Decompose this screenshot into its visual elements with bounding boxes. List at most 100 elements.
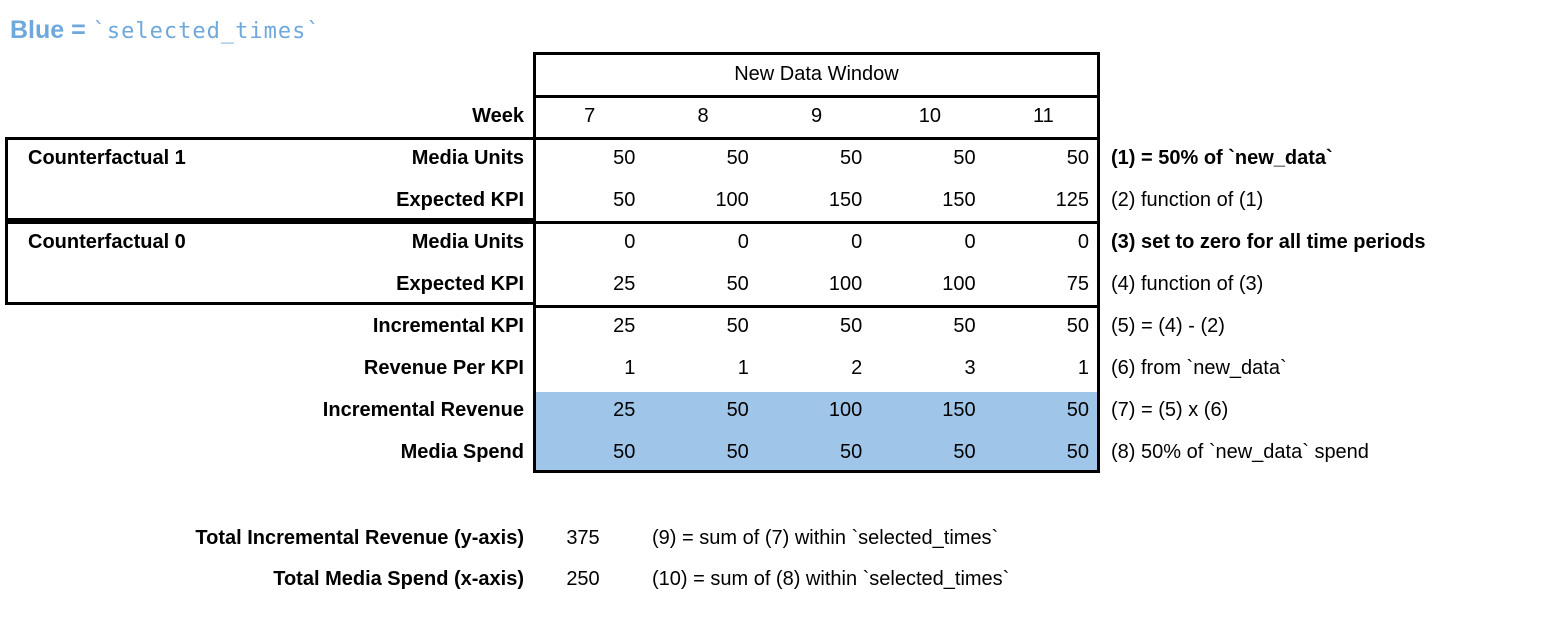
table-row: Revenue Per KPI 1 1 2 3 1 (6) from `new_… bbox=[0, 347, 1544, 389]
cell-value: 50 bbox=[726, 399, 749, 421]
table-row: Media Units 0 0 0 0 0 (3) set to zero fo… bbox=[0, 221, 1544, 263]
week-value: 7 bbox=[584, 105, 596, 127]
row-values: 50 50 50 50 50 bbox=[533, 137, 1100, 179]
week-value: 11 bbox=[1032, 105, 1054, 127]
cell-value: 50 bbox=[613, 441, 636, 463]
total-label: Total Incremental Revenue (y-axis) bbox=[195, 527, 524, 549]
table-line-below-group2 bbox=[533, 305, 1100, 308]
cell-value: 0 bbox=[851, 231, 863, 253]
total-annotation: (10) = sum of (8) within `selected_times… bbox=[652, 568, 1010, 590]
total-incremental-revenue-row: Total Incremental Revenue (y-axis) 375 (… bbox=[0, 517, 1544, 559]
cell-value: 150 bbox=[828, 189, 863, 211]
row-label: Media Units bbox=[411, 231, 524, 253]
table-row-highlighted: Media Spend 50 50 50 50 50 (8) 50% of `n… bbox=[0, 431, 1544, 473]
cell-value: 50 bbox=[1066, 147, 1090, 169]
cell-value: 3 bbox=[964, 357, 976, 379]
cell-value: 50 bbox=[839, 147, 863, 169]
cell-value: 50 bbox=[613, 189, 636, 211]
cell-value: 50 bbox=[839, 315, 863, 337]
cell-value: 50 bbox=[953, 147, 976, 169]
row-label: Revenue Per KPI bbox=[363, 357, 524, 379]
cell-value: 25 bbox=[613, 399, 636, 421]
total-media-spend-row: Total Media Spend (x-axis) 250 (10) = su… bbox=[0, 558, 1544, 600]
table-line-below-week bbox=[533, 137, 1100, 140]
total-annotation: (9) = sum of (7) within `selected_times` bbox=[652, 527, 999, 549]
cell-value: 50 bbox=[726, 147, 749, 169]
cell-value: 50 bbox=[953, 315, 976, 337]
cell-value: 50 bbox=[613, 147, 636, 169]
row-annotation: (3) set to zero for all time periods bbox=[1111, 231, 1426, 253]
cell-value: 1 bbox=[624, 357, 636, 379]
cell-value: 0 bbox=[964, 231, 976, 253]
cell-value: 100 bbox=[715, 189, 749, 211]
cell-value: 50 bbox=[953, 441, 976, 463]
row-values: 25 50 100 100 75 bbox=[533, 263, 1100, 305]
total-value: 250 bbox=[566, 568, 600, 590]
selected-times-highlight bbox=[536, 392, 1097, 470]
row-annotation: (2) function of (1) bbox=[1111, 189, 1264, 211]
row-values: 1 1 2 3 1 bbox=[533, 347, 1100, 389]
row-label: Media Spend bbox=[400, 441, 524, 463]
cell-value: 50 bbox=[1066, 399, 1090, 421]
cell-value: 0 bbox=[737, 231, 749, 253]
row-annotation: (1) = 50% of `new_data` bbox=[1111, 147, 1333, 169]
cell-value: 50 bbox=[726, 273, 749, 295]
group-label-counterfactual-1: Counterfactual 1 bbox=[28, 147, 186, 169]
cell-value: 150 bbox=[942, 399, 976, 421]
week-value: 9 bbox=[810, 105, 823, 127]
cell-value: 125 bbox=[1055, 189, 1090, 211]
new-data-window-header: New Data Window bbox=[734, 63, 899, 85]
row-annotation: (6) from `new_data` bbox=[1111, 357, 1287, 379]
total-value: 375 bbox=[566, 527, 600, 549]
table-row-highlighted: Incremental Revenue 25 50 100 150 50 (7)… bbox=[0, 389, 1544, 431]
cell-value: 1 bbox=[1077, 357, 1090, 379]
cell-value: 25 bbox=[613, 315, 636, 337]
table-row: Incremental KPI 25 50 50 50 50 (5) = (4)… bbox=[0, 305, 1544, 347]
week-values: 7 8 9 10 11 bbox=[533, 95, 1100, 137]
group-label-counterfactual-0: Counterfactual 0 bbox=[28, 231, 186, 253]
cell-value: 50 bbox=[1066, 315, 1090, 337]
counterfactual-1-box bbox=[5, 137, 534, 221]
week-row: Week 7 8 9 10 11 bbox=[0, 95, 1544, 137]
cell-value: 50 bbox=[726, 315, 749, 337]
row-annotation: (8) 50% of `new_data` spend bbox=[1111, 441, 1369, 463]
cell-value: 100 bbox=[942, 273, 976, 295]
cell-value: 2 bbox=[851, 357, 863, 379]
cell-value: 1 bbox=[737, 357, 749, 379]
row-label: Expected KPI bbox=[396, 273, 524, 295]
table-border bbox=[533, 52, 1100, 473]
cell-value: 0 bbox=[1077, 231, 1090, 253]
cell-value: 100 bbox=[828, 399, 863, 421]
week-value: 10 bbox=[918, 105, 942, 127]
cell-value: 75 bbox=[1066, 273, 1090, 295]
cell-value: 50 bbox=[726, 441, 749, 463]
legend: Blue = `selected_times` bbox=[10, 16, 321, 45]
row-label: Incremental KPI bbox=[372, 315, 524, 337]
row-label: Expected KPI bbox=[396, 189, 524, 211]
counterfactual-0-box bbox=[5, 221, 534, 305]
row-values: 25 50 100 150 50 bbox=[533, 389, 1100, 431]
row-values: 0 0 0 0 0 bbox=[533, 221, 1100, 263]
row-annotation: (7) = (5) x (6) bbox=[1111, 399, 1229, 421]
cell-value: 50 bbox=[1066, 441, 1090, 463]
legend-code: `selected_times` bbox=[92, 19, 321, 44]
week-label: Week bbox=[472, 105, 524, 127]
cell-value: 150 bbox=[942, 189, 976, 211]
row-values: 25 50 50 50 50 bbox=[533, 305, 1100, 347]
cell-value: 100 bbox=[828, 273, 863, 295]
cell-value: 0 bbox=[624, 231, 636, 253]
row-annotation: (5) = (4) - (2) bbox=[1111, 315, 1225, 337]
row-label: Incremental Revenue bbox=[322, 399, 524, 421]
table-row: Expected KPI 50 100 150 150 125 (2) func… bbox=[0, 179, 1544, 221]
week-value: 8 bbox=[697, 105, 709, 127]
table-row: Expected KPI 25 50 100 100 75 (4) functi… bbox=[0, 263, 1544, 305]
table-row: Media Units 50 50 50 50 50 (1) = 50% of … bbox=[0, 137, 1544, 179]
row-annotation: (4) function of (3) bbox=[1111, 273, 1264, 295]
table-line-below-header bbox=[533, 95, 1100, 98]
row-label: Media Units bbox=[411, 147, 524, 169]
total-label: Total Media Spend (x-axis) bbox=[273, 568, 524, 590]
table-line-between-groups bbox=[533, 221, 1100, 224]
cell-value: 25 bbox=[613, 273, 636, 295]
cell-value: 50 bbox=[839, 441, 863, 463]
